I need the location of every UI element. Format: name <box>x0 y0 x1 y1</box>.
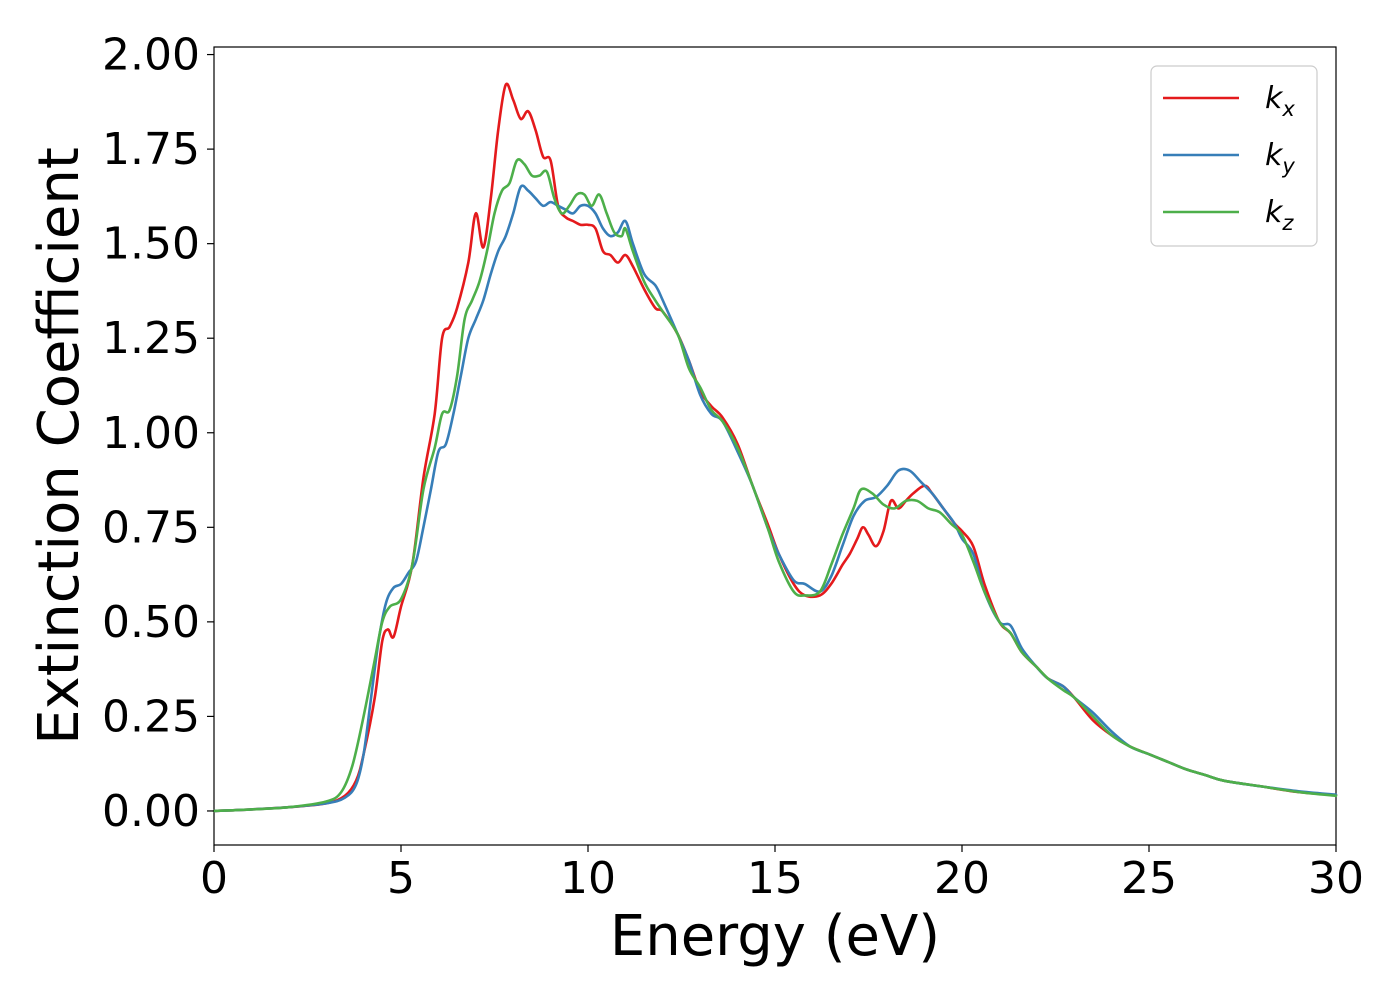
legend-label-k-z: kz <box>1265 195 1294 235</box>
y-axis-label: Extinction Coefficient <box>27 147 92 745</box>
x-tick-label: 10 <box>560 853 616 904</box>
y-tick-label: 0.25 <box>102 691 200 742</box>
y-tick-label: 1.25 <box>102 313 200 364</box>
series-line-k-y <box>212 184 1338 813</box>
x-tick-label: 0 <box>200 853 228 904</box>
x-tick-label: 30 <box>1308 853 1364 904</box>
x-tick-label: 25 <box>1121 853 1177 904</box>
y-axis-ticks: 0.00 0.25 0.50 0.75 1.00 1.25 1.50 1.75 2.00 <box>102 30 214 837</box>
y-tick-label: 0.50 <box>102 597 200 648</box>
x-axis-label: Energy (eV) <box>610 904 940 969</box>
y-tick-label: 1.50 <box>102 219 200 270</box>
x-tick-label: 20 <box>934 853 990 904</box>
y-tick-label: 1.00 <box>102 408 200 459</box>
y-tick-label: 1.75 <box>102 124 200 175</box>
plot-area <box>213 46 1337 846</box>
legend-label-k-y: ky <box>1265 138 1295 178</box>
legend-label-k-x: kx <box>1265 81 1295 121</box>
y-tick-label: 2.00 <box>102 30 200 81</box>
x-tick-label: 15 <box>747 853 803 904</box>
y-tick-label: 0.00 <box>102 786 200 837</box>
x-axis-ticks: 0 5 10 15 20 25 30 <box>200 845 1364 904</box>
series-line-k-z <box>212 158 1338 813</box>
y-tick-label: 0.75 <box>102 502 200 553</box>
series-layer <box>212 82 1338 813</box>
x-tick-label: 5 <box>387 853 415 904</box>
legend: kx ky kz <box>1150 65 1318 247</box>
